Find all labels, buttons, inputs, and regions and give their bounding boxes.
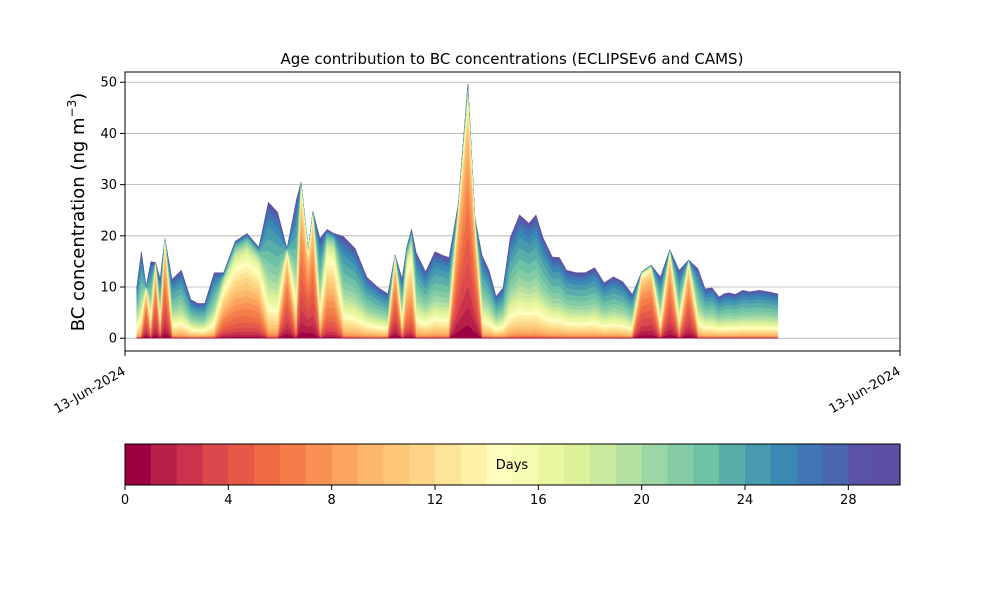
colorbar-cell xyxy=(719,444,746,485)
colorbar-tick-label: 20 xyxy=(633,493,650,508)
colorbar-cell xyxy=(202,444,229,485)
colorbar-cell xyxy=(383,444,410,485)
plot-area xyxy=(124,71,901,352)
y-axis: 0 10 20 30 40 50 xyxy=(100,76,125,347)
x-tick-label-start: 13-Jun-2024 xyxy=(52,364,129,417)
colorbar-tick-label: 24 xyxy=(737,493,754,508)
colorbar-tick-label: 16 xyxy=(530,493,547,508)
colorbar-cell xyxy=(228,444,255,485)
y-tick-label: 40 xyxy=(100,127,117,142)
colorbar-tick-label: 0 xyxy=(121,493,129,508)
colorbar-tick-label: 12 xyxy=(427,493,444,508)
colorbar-cell xyxy=(667,444,694,485)
colorbar-cell xyxy=(874,444,901,485)
age-band-area-day-0 xyxy=(136,325,778,339)
chart-title: Age contribution to BC concentrations (E… xyxy=(281,50,744,68)
colorbar-cell xyxy=(538,444,565,485)
colorbar-cell xyxy=(822,444,849,485)
y-tick-label: 30 xyxy=(100,178,117,193)
stacked-areas xyxy=(136,83,779,339)
colorbar-tick-label: 28 xyxy=(840,493,857,508)
colorbar-cell xyxy=(460,444,488,485)
colorbar-cell xyxy=(150,444,178,485)
y-tick-label: 10 xyxy=(100,281,117,296)
y-tick-label: 50 xyxy=(100,76,117,91)
colorbar-cell xyxy=(848,444,875,485)
colorbar-cell xyxy=(590,444,617,485)
colorbar-cell xyxy=(486,444,514,485)
y-tick-label: 20 xyxy=(100,229,117,244)
colorbar-cell xyxy=(512,444,539,485)
colorbar-cell xyxy=(125,444,152,485)
y-tick-label: 0 xyxy=(109,332,117,347)
colorbar-cell xyxy=(435,444,462,485)
y-axis-label-close: ) xyxy=(68,93,89,100)
colorbar-cell xyxy=(564,444,591,485)
y-axis-label-exponent: −3 xyxy=(65,100,79,118)
colorbar-cell xyxy=(409,444,436,485)
colorbar-cell xyxy=(796,444,824,485)
colorbar-tick-label: 4 xyxy=(224,493,232,508)
colorbar-cell xyxy=(280,444,307,485)
colorbar-frame xyxy=(124,443,901,486)
colorbar-cell xyxy=(357,444,384,485)
colorbar-label: Days xyxy=(496,458,529,473)
x-axis: 13-Jun-2024 13-Jun-2024 xyxy=(52,351,904,417)
colorbar-cell xyxy=(770,444,798,485)
colorbar-cell xyxy=(693,444,720,485)
y-axis-label: BC concentration (ng m−3) xyxy=(65,93,89,332)
colorbar-ticks: 0 4 8 12 16 20 24 28 xyxy=(121,485,857,508)
colorbar-cell xyxy=(254,444,281,485)
plot-frame xyxy=(124,71,901,352)
y-axis-label-main: BC concentration (ng m xyxy=(68,117,89,331)
colorbar: Days 0 4 8 12 16 20 24 28 xyxy=(121,443,901,508)
colorbar-tick-label: 8 xyxy=(328,493,336,508)
colorbar-cell xyxy=(745,444,772,485)
colorbar-cells xyxy=(125,444,901,485)
colorbar-cell xyxy=(176,444,204,485)
colorbar-cell xyxy=(305,444,333,485)
colorbar-cell xyxy=(331,444,359,485)
x-tick-label-end: 13-Jun-2024 xyxy=(827,364,904,417)
colorbar-cell xyxy=(615,444,643,485)
colorbar-cell xyxy=(641,444,669,485)
